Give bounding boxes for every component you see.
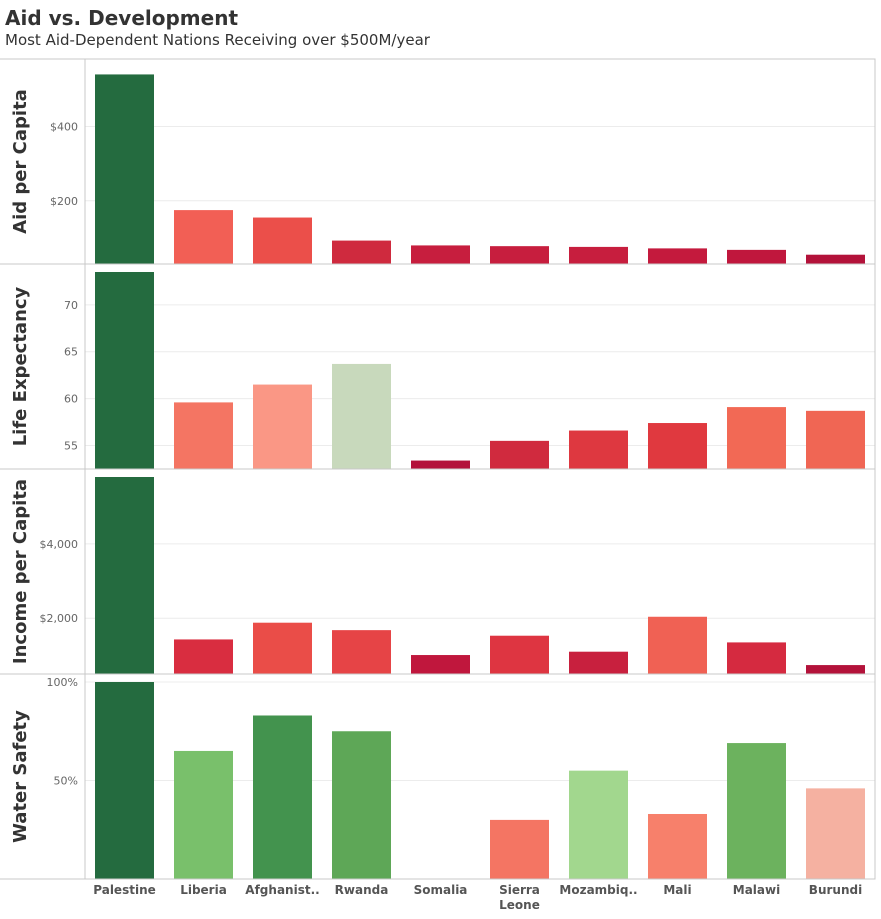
income-per-capita-bar-mali (648, 616, 707, 674)
aid-per-capita-bar-malawi (727, 249, 786, 264)
water-safety-axis-title: Water Safety (10, 710, 31, 843)
x-tick-label-burundi: Burundi (809, 883, 862, 897)
life-expectancy-tick-label: 70 (64, 299, 78, 312)
x-tick-label-sierra-leone: Sierra Leone (499, 883, 540, 912)
aid-per-capita-bar-palestine (95, 74, 154, 264)
life-expectancy-bar-mozambiq (569, 430, 628, 469)
aid-per-capita-bar-mali (648, 248, 707, 264)
chart-subtitle: Most Aid-Dependent Nations Receiving ove… (5, 31, 430, 49)
aid-per-capita-bar-mozambiq (569, 246, 628, 264)
life-expectancy-bar-liberia (174, 402, 233, 469)
life-expectancy-bar-malawi (727, 407, 786, 469)
water-safety-bar-burundi (806, 788, 865, 879)
life-expectancy-bar-mali (648, 423, 707, 469)
life-expectancy-tick-label: 60 (64, 393, 78, 406)
water-safety-panel-frame (84, 673, 876, 880)
aid-per-capita-axis-title: Aid per Capita (10, 89, 31, 234)
x-tick-label-mali: Mali (663, 883, 691, 897)
aid-per-capita-bar-afghanist (253, 217, 312, 264)
water-safety-tick-label: 100% (47, 676, 78, 689)
aid-per-capita-bar-somalia (411, 245, 470, 264)
income-per-capita-bar-sierra-leone (490, 635, 549, 674)
aid-per-capita-bar-rwanda (332, 240, 391, 264)
water-safety-bar-rwanda (332, 731, 391, 879)
income-per-capita-axis-title: Income per Capita (10, 479, 31, 664)
income-per-capita-bar-afghanist (253, 622, 312, 674)
x-tick-label-somalia: Somalia (414, 883, 468, 897)
water-safety-tick-label: 50% (54, 775, 78, 788)
income-per-capita-bar-rwanda (332, 630, 391, 674)
x-tick-label-malawi: Malawi (733, 883, 780, 897)
aid-per-capita-bar-liberia (174, 210, 233, 264)
life-expectancy-bar-rwanda (332, 363, 391, 469)
water-safety-bar-liberia (174, 750, 233, 879)
life-expectancy-tick-label: 65 (64, 346, 78, 359)
life-expectancy-bar-burundi (806, 410, 865, 469)
income-per-capita-bar-somalia (411, 655, 470, 674)
aid-per-capita-tick-label: $400 (50, 120, 78, 133)
chart-title: Aid vs. Development (5, 6, 238, 30)
income-per-capita-bar-mozambiq (569, 651, 628, 674)
life-expectancy-bar-afghanist (253, 384, 312, 469)
water-safety-bar-palestine (95, 682, 154, 879)
income-per-capita-bar-burundi (806, 665, 865, 674)
aid-per-capita-bar-burundi (806, 254, 865, 264)
x-tick-label-rwanda: Rwanda (335, 883, 389, 897)
life-expectancy-bar-palestine (95, 272, 154, 469)
water-safety-bar-afghanist (253, 715, 312, 879)
income-per-capita-tick-label: $2,000 (40, 612, 79, 625)
income-per-capita-bar-liberia (174, 639, 233, 674)
income-per-capita-tick-label: $4,000 (40, 538, 79, 551)
income-per-capita-bar-palestine (95, 477, 154, 674)
x-tick-label-liberia: Liberia (180, 883, 227, 897)
x-tick-label-palestine: Palestine (93, 883, 156, 897)
life-expectancy-bar-sierra-leone (490, 440, 549, 469)
x-tick-label-mozambiq: Mozambiq.. (559, 883, 637, 897)
life-expectancy-tick-label: 55 (64, 440, 78, 453)
x-tick-label-afghanist: Afghanist.. (245, 883, 319, 897)
income-per-capita-bar-malawi (727, 642, 786, 674)
water-safety-bar-mali (648, 813, 707, 879)
aid-per-capita-bar-sierra-leone (490, 246, 549, 264)
water-safety-bar-sierra-leone (490, 819, 549, 879)
water-safety-bar-mozambiq (569, 770, 628, 879)
aid-per-capita-tick-label: $200 (50, 195, 78, 208)
life-expectancy-bar-somalia (411, 460, 470, 469)
life-expectancy-axis-title: Life Expectancy (10, 286, 31, 446)
water-safety-bar-malawi (727, 743, 786, 879)
